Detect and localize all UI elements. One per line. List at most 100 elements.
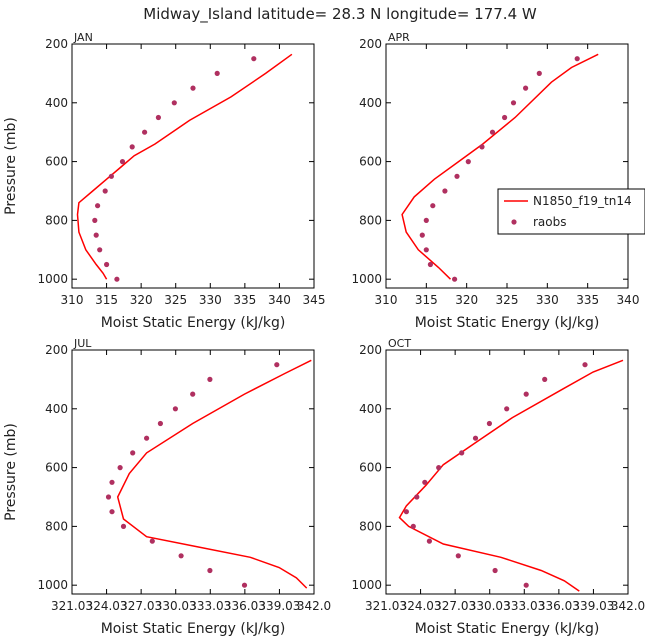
panel-title: APR	[388, 31, 410, 44]
raobs-point	[492, 567, 498, 574]
raobs-point	[489, 129, 496, 135]
x-tick-label: 325	[164, 293, 187, 307]
raobs-point	[504, 406, 510, 412]
raobs-point	[510, 100, 517, 106]
x-tick-label: 339.03	[572, 599, 614, 613]
raobs-point	[523, 391, 529, 397]
y-tick-label: 600	[45, 461, 68, 475]
y-tick-label: 800	[359, 519, 382, 533]
x-tick-label: 339.03	[258, 599, 300, 613]
plot-frame	[71, 43, 315, 289]
y-tick-label: 800	[45, 519, 68, 533]
raobs-point	[472, 435, 479, 441]
figure-title: Midway_Island latitude= 28.3 N longitude…	[143, 5, 537, 24]
y-tick-label: 200	[359, 37, 382, 51]
raobs-point	[155, 114, 161, 121]
plot-frame	[71, 349, 315, 595]
x-tick-label: 327.03	[434, 599, 476, 613]
x-tick-label: 315	[415, 293, 438, 307]
raobs-point	[436, 465, 442, 471]
x-tick-label: 330	[536, 293, 559, 307]
raobs-point	[190, 391, 196, 397]
x-tick-label: 345	[303, 293, 326, 307]
x-tick-label: 330.03	[155, 599, 197, 613]
raobs-point	[414, 494, 420, 500]
raobs-point	[102, 188, 108, 194]
raobs-point	[403, 509, 409, 515]
x-axis-label: Moist Static Energy (kJ/kg)	[415, 621, 600, 637]
raobs-point	[207, 567, 213, 574]
raobs-point	[104, 261, 110, 268]
raobs-point	[582, 362, 588, 368]
y-axis-label: Pressure (mb)	[3, 117, 19, 215]
y-tick-label: 800	[45, 213, 68, 227]
x-tick-label: 330	[199, 293, 222, 307]
raobs-point	[105, 494, 112, 500]
raobs-point	[427, 261, 433, 268]
raobs-point	[142, 129, 148, 135]
model-profile-line	[76, 53, 293, 280]
model-profile-line	[401, 53, 599, 280]
x-tick-label: 342.0	[611, 599, 645, 613]
raobs-point	[486, 420, 492, 427]
x-tick-label: 320	[130, 293, 153, 307]
x-tick-label: 336.03	[224, 599, 266, 613]
raobs-point	[93, 232, 99, 238]
x-tick-label: 324.03	[86, 599, 128, 613]
y-tick-label: 400	[359, 96, 382, 110]
x-tick-label: 320	[455, 293, 478, 307]
raobs-point	[117, 465, 123, 471]
x-axis-label: Moist Static Energy (kJ/kg)	[415, 315, 600, 331]
x-tick-label: 333.03	[189, 599, 231, 613]
legend-obs-swatch	[511, 219, 517, 225]
raobs-point	[114, 276, 120, 282]
panel-jul: JUL Pressure (mb) Moist Static Energy (k…	[3, 337, 331, 637]
x-tick-label: 324.03	[400, 599, 442, 613]
y-tick-label: 600	[45, 155, 68, 169]
raobs-point	[455, 553, 461, 559]
raobs-point	[130, 450, 136, 456]
x-tick-label: 325	[496, 293, 519, 307]
raobs-point	[459, 450, 465, 456]
raobs-point	[442, 188, 448, 194]
legend-obs-label: raobs	[533, 215, 567, 229]
raobs-point	[542, 376, 548, 382]
raobs-point	[536, 70, 542, 76]
raobs-point	[178, 553, 184, 559]
raobs-point	[190, 85, 196, 91]
raobs-point	[523, 582, 529, 588]
x-tick-label: 327.03	[120, 599, 162, 613]
raobs-point	[119, 159, 126, 165]
panel-apr: APR Moist Static Energy (kJ/kg) 310 315 32…	[351, 31, 639, 331]
raobs-point	[95, 203, 101, 209]
y-tick-label: 1000	[351, 578, 382, 592]
plot-frame	[385, 43, 629, 289]
raobs-point	[241, 582, 248, 588]
raobs-point	[92, 217, 98, 223]
raobs-point	[423, 217, 429, 223]
y-axis-label: Pressure (mb)	[3, 423, 19, 521]
x-tick-label: 336.03	[538, 599, 580, 613]
panel-title: OCT	[388, 337, 411, 350]
y-tick-label: 200	[45, 37, 68, 51]
raobs-point	[207, 376, 213, 382]
x-tick-label: 342.0	[297, 599, 331, 613]
raobs-point	[426, 538, 432, 544]
raobs-point	[171, 100, 177, 106]
x-tick-label: 335	[233, 293, 256, 307]
panel-title: JUL	[73, 337, 92, 350]
x-axis-label: Moist Static Energy (kJ/kg)	[101, 315, 286, 331]
y-tick-label: 800	[359, 213, 382, 227]
raobs-point	[120, 523, 127, 530]
raobs-point	[109, 509, 115, 515]
raobs-point	[129, 144, 135, 150]
x-tick-label: 321.03	[51, 599, 93, 613]
raobs-point	[465, 159, 471, 165]
raobs-point	[214, 70, 220, 76]
raobs-point	[172, 406, 178, 412]
panel-title: JAN	[73, 31, 93, 44]
model-profile-line	[398, 359, 624, 592]
y-tick-label: 1000	[37, 272, 68, 286]
y-tick-label: 400	[45, 402, 68, 416]
